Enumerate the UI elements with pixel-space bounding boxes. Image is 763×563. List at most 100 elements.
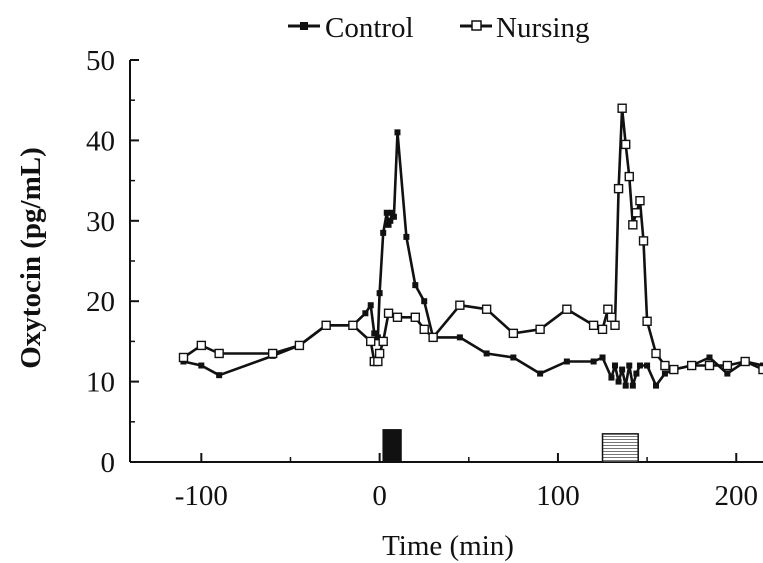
data-point-nursing — [722, 360, 733, 371]
data-point-control — [376, 290, 383, 297]
data-point-nursing — [348, 320, 358, 331]
data-point-control — [563, 358, 570, 365]
data-point-nursing — [214, 348, 224, 359]
data-point-control — [619, 366, 626, 373]
data-point-control — [590, 358, 597, 365]
data-point-control — [653, 382, 660, 389]
data-point-control — [510, 354, 517, 361]
data-point-control — [371, 330, 378, 337]
bar-markers — [382, 429, 639, 463]
legend-control-label: Control — [325, 12, 414, 44]
series-layer — [178, 103, 763, 389]
data-point-nursing — [624, 171, 634, 182]
data-point-nursing — [294, 340, 305, 351]
data-point-nursing — [635, 195, 645, 206]
data-point-control — [412, 282, 419, 289]
x-ticks: -100 0 100 200 — [175, 453, 758, 512]
data-point-nursing — [686, 360, 697, 371]
x-tick-label: 0 — [372, 480, 387, 512]
series-line-control — [183, 131, 763, 387]
data-point-nursing — [419, 324, 429, 335]
legend-nursing-label: Nursing — [496, 12, 589, 44]
data-point-control — [599, 354, 606, 361]
data-point-nursing — [669, 364, 679, 375]
data-point-control — [622, 382, 629, 389]
data-point-control — [483, 350, 490, 357]
data-point-nursing — [562, 304, 572, 314]
data-point-control — [724, 370, 731, 377]
data-point-control — [626, 362, 633, 369]
data-point-control — [385, 221, 392, 228]
data-point-nursing — [758, 364, 763, 375]
data-point-control — [394, 129, 401, 136]
data-point-nursing — [628, 220, 638, 230]
x-axis-title: Time (min) — [382, 530, 514, 562]
data-point-nursing — [481, 304, 492, 314]
data-point-nursing — [535, 324, 545, 335]
data-point-control — [390, 213, 397, 220]
data-point-control — [403, 233, 410, 240]
data-point-nursing — [392, 312, 403, 322]
data-point-nursing — [613, 183, 624, 194]
data-point-control — [644, 362, 651, 369]
data-point-nursing — [196, 340, 207, 351]
data-point-control — [374, 334, 381, 341]
data-point-nursing — [597, 324, 608, 335]
y-axis-title: Oxytocin (pg/mL) — [15, 147, 47, 369]
data-point-nursing — [660, 360, 670, 371]
data-point-nursing — [383, 308, 394, 318]
data-point-nursing — [621, 139, 631, 150]
data-point-nursing — [617, 103, 627, 113]
data-point-control — [706, 354, 713, 361]
data-point-nursing — [374, 348, 385, 359]
x-tick-label: 200 — [715, 480, 759, 512]
data-point-nursing — [603, 304, 613, 314]
data-point-control — [608, 374, 615, 381]
data-point-nursing — [606, 312, 617, 322]
y-tick-label: 50 — [86, 45, 115, 77]
data-point-control — [362, 310, 369, 317]
legend-item-control: Control — [288, 12, 414, 44]
data-point-nursing — [267, 348, 278, 359]
data-point-control — [615, 378, 622, 385]
data-point-nursing — [373, 356, 383, 367]
legend-control-marker — [300, 22, 308, 30]
data-point-control — [380, 229, 387, 236]
y-ticks: 0 10 20 30 40 50 — [86, 45, 139, 479]
axes — [129, 60, 763, 463]
data-point-control — [383, 209, 390, 216]
data-point-nursing — [508, 328, 519, 339]
data-point-control — [629, 382, 636, 389]
data-point-nursing — [378, 336, 388, 347]
data-point-nursing — [740, 356, 750, 367]
data-point-nursing — [642, 316, 652, 326]
data-point-control — [456, 334, 463, 341]
data-point-control — [612, 362, 619, 369]
y-tick-label: 20 — [86, 286, 115, 318]
data-point-control — [216, 372, 223, 379]
y-tick-label: 40 — [86, 125, 115, 157]
data-point-control — [633, 370, 640, 377]
data-point-control — [387, 217, 394, 224]
hatched-bar-marker — [601, 433, 639, 463]
data-point-control — [421, 298, 428, 305]
data-point-nursing — [638, 236, 649, 246]
data-point-control — [389, 209, 396, 216]
data-point-control — [367, 302, 374, 309]
series-line-nursing — [182, 106, 763, 371]
data-point-control — [198, 362, 205, 369]
series-control — [180, 129, 763, 389]
legend: Control Nursing — [288, 12, 589, 44]
data-point-nursing — [455, 300, 465, 310]
data-point-nursing — [366, 336, 376, 347]
data-point-control — [661, 370, 668, 377]
data-point-nursing — [651, 348, 661, 359]
data-point-control — [636, 362, 643, 369]
data-point-nursing — [631, 208, 642, 218]
y-tick-label: 10 — [86, 367, 115, 399]
series-nursing — [178, 103, 763, 375]
data-point-nursing — [410, 312, 420, 322]
data-point-control — [537, 370, 544, 377]
data-point-nursing — [321, 320, 331, 331]
